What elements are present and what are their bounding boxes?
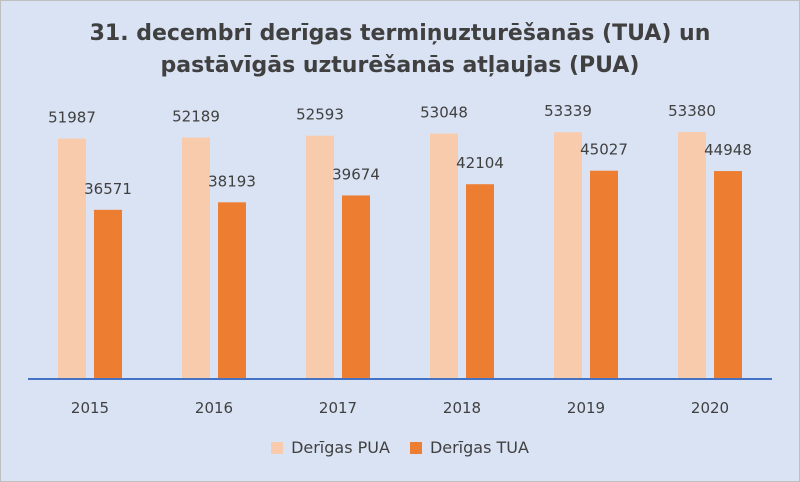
legend-item-tua: Derīgas TUA: [409, 438, 529, 457]
data-label-tua-2019: 45027: [580, 141, 628, 159]
data-label-pua-2015: 51987: [48, 109, 96, 127]
data-label-pua-2016: 52189: [172, 108, 220, 126]
data-label-pua-2020: 53380: [668, 102, 716, 120]
x-tick-label-2018: 2018: [443, 399, 481, 417]
bar-tua-2017: [342, 195, 370, 379]
data-label-pua-2018: 53048: [420, 104, 468, 122]
x-tick-label-2016: 2016: [195, 399, 233, 417]
data-label-pua-2017: 52593: [296, 106, 344, 124]
data-label-tua-2015: 36571: [84, 180, 132, 198]
bar-pua-2018: [430, 133, 458, 379]
data-label-tua-2016: 38193: [208, 172, 256, 190]
data-label-tua-2020: 44948: [704, 141, 752, 159]
legend-label-tua: Derīgas TUA: [429, 438, 529, 457]
legend-swatch-tua: [409, 441, 422, 454]
legend-item-pua: Derīgas PUA: [271, 438, 390, 457]
bar-tua-2019: [590, 170, 618, 379]
chart-title-line-1: 31. decembrī derīgas termiņuzturēšanās (…: [89, 21, 711, 46]
bar-tua-2015: [94, 209, 122, 379]
x-tick-label-2017: 2017: [319, 399, 357, 417]
bar-tua-2016: [218, 202, 246, 379]
x-tick-label-2015: 2015: [71, 399, 109, 417]
data-label-pua-2019: 53339: [544, 102, 592, 120]
bar-pua-2015: [58, 138, 86, 379]
bar-tua-2020: [714, 171, 742, 379]
data-label-tua-2018: 42104: [456, 154, 504, 172]
legend: Derīgas PUA Derīgas TUA: [0, 438, 800, 457]
x-tick-label-2019: 2019: [567, 399, 605, 417]
chart-title-line-2: pastāvīgās uzturēšanās atļaujas (PUA): [160, 53, 640, 78]
bar-pua-2020: [678, 132, 706, 379]
bar-pua-2019: [554, 132, 582, 379]
data-label-tua-2017: 39674: [332, 165, 380, 183]
legend-label-pua: Derīgas PUA: [291, 438, 390, 457]
legend-swatch-pua: [271, 441, 284, 454]
bar-tua-2018: [466, 184, 494, 379]
chart-title: 31. decembrī derīgas termiņuzturēšanās (…: [0, 18, 800, 82]
bar-pua-2017: [306, 135, 334, 379]
x-tick-label-2020: 2020: [691, 399, 729, 417]
bar-pua-2016: [182, 137, 210, 379]
